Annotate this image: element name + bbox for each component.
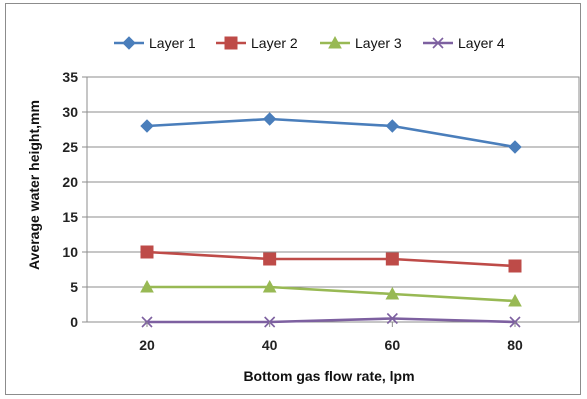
data-point-marker: [140, 279, 154, 293]
y-tick-labels: 0 5 10 15 20 25 30 35: [62, 69, 87, 330]
series-line: [147, 285, 516, 303]
y-tick-label: 15: [62, 209, 78, 225]
series-line: [147, 317, 516, 324]
y-axis-title: Average water height,mm: [26, 100, 42, 270]
data-point-marker: [262, 112, 277, 126]
y-tick-label: 20: [62, 174, 78, 190]
y-tick-label: 25: [62, 139, 78, 155]
x-tick-label: 80: [507, 337, 523, 353]
data-point-marker: [262, 279, 277, 293]
y-tick-label: 30: [62, 104, 78, 120]
data-point-marker: [508, 293, 522, 307]
x-tick-label: 40: [262, 337, 278, 353]
gridlines: [87, 76, 579, 288]
legend-item: Layer 4: [423, 35, 505, 51]
x-axis-title: Bottom gas flow rate, lpm: [243, 368, 414, 384]
data-point-marker: [328, 35, 342, 49]
legend-label: Layer 3: [355, 35, 402, 51]
plot-area: [86, 76, 580, 328]
y-tick-label: 35: [62, 69, 78, 85]
series-2: [140, 245, 522, 273]
series-1: [140, 112, 522, 154]
series-layer: [140, 112, 522, 328]
x-tick-labels: 20 40 60 80: [139, 322, 523, 353]
line-chart: Layer 1 Layer 2 Layer 3 Layer 4 0 5 10 15 20 25 3…: [26, 35, 580, 384]
data-point-marker: [385, 252, 399, 266]
series-4: [141, 312, 521, 328]
y-tick-label: 0: [70, 314, 78, 330]
legend-label: Layer 1: [149, 35, 196, 51]
series-3: [140, 279, 522, 307]
legend-label: Layer 2: [251, 35, 298, 51]
data-point-marker: [263, 252, 277, 266]
series-line: [146, 117, 516, 149]
legend-item: Layer 3: [320, 35, 402, 51]
data-point-marker: [385, 286, 400, 300]
data-point-marker: [140, 245, 154, 259]
data-point-marker: [508, 140, 522, 154]
y-tick-label: 10: [62, 244, 78, 260]
legend-label: Layer 4: [458, 35, 505, 51]
data-point-marker: [432, 37, 444, 49]
chart-frame: Layer 1 Layer 2 Layer 3 Layer 4 0 5 10 15 20 25 3…: [5, 3, 581, 395]
legend-item: Layer 2: [216, 35, 298, 51]
data-point-marker: [508, 259, 522, 273]
data-point-marker: [122, 36, 136, 50]
data-point-marker: [140, 119, 154, 133]
data-point-marker: [224, 36, 238, 50]
data-point-marker: [385, 119, 400, 133]
x-tick-label: 60: [385, 337, 401, 353]
legend: Layer 1 Layer 2 Layer 3 Layer 4: [114, 35, 505, 51]
series-line: [146, 250, 516, 268]
data-point-marker: [386, 312, 398, 325]
x-tick-label: 20: [139, 337, 155, 353]
y-tick-label: 5: [70, 279, 78, 295]
plot-border: [86, 76, 580, 323]
legend-item: Layer 1: [114, 35, 196, 51]
